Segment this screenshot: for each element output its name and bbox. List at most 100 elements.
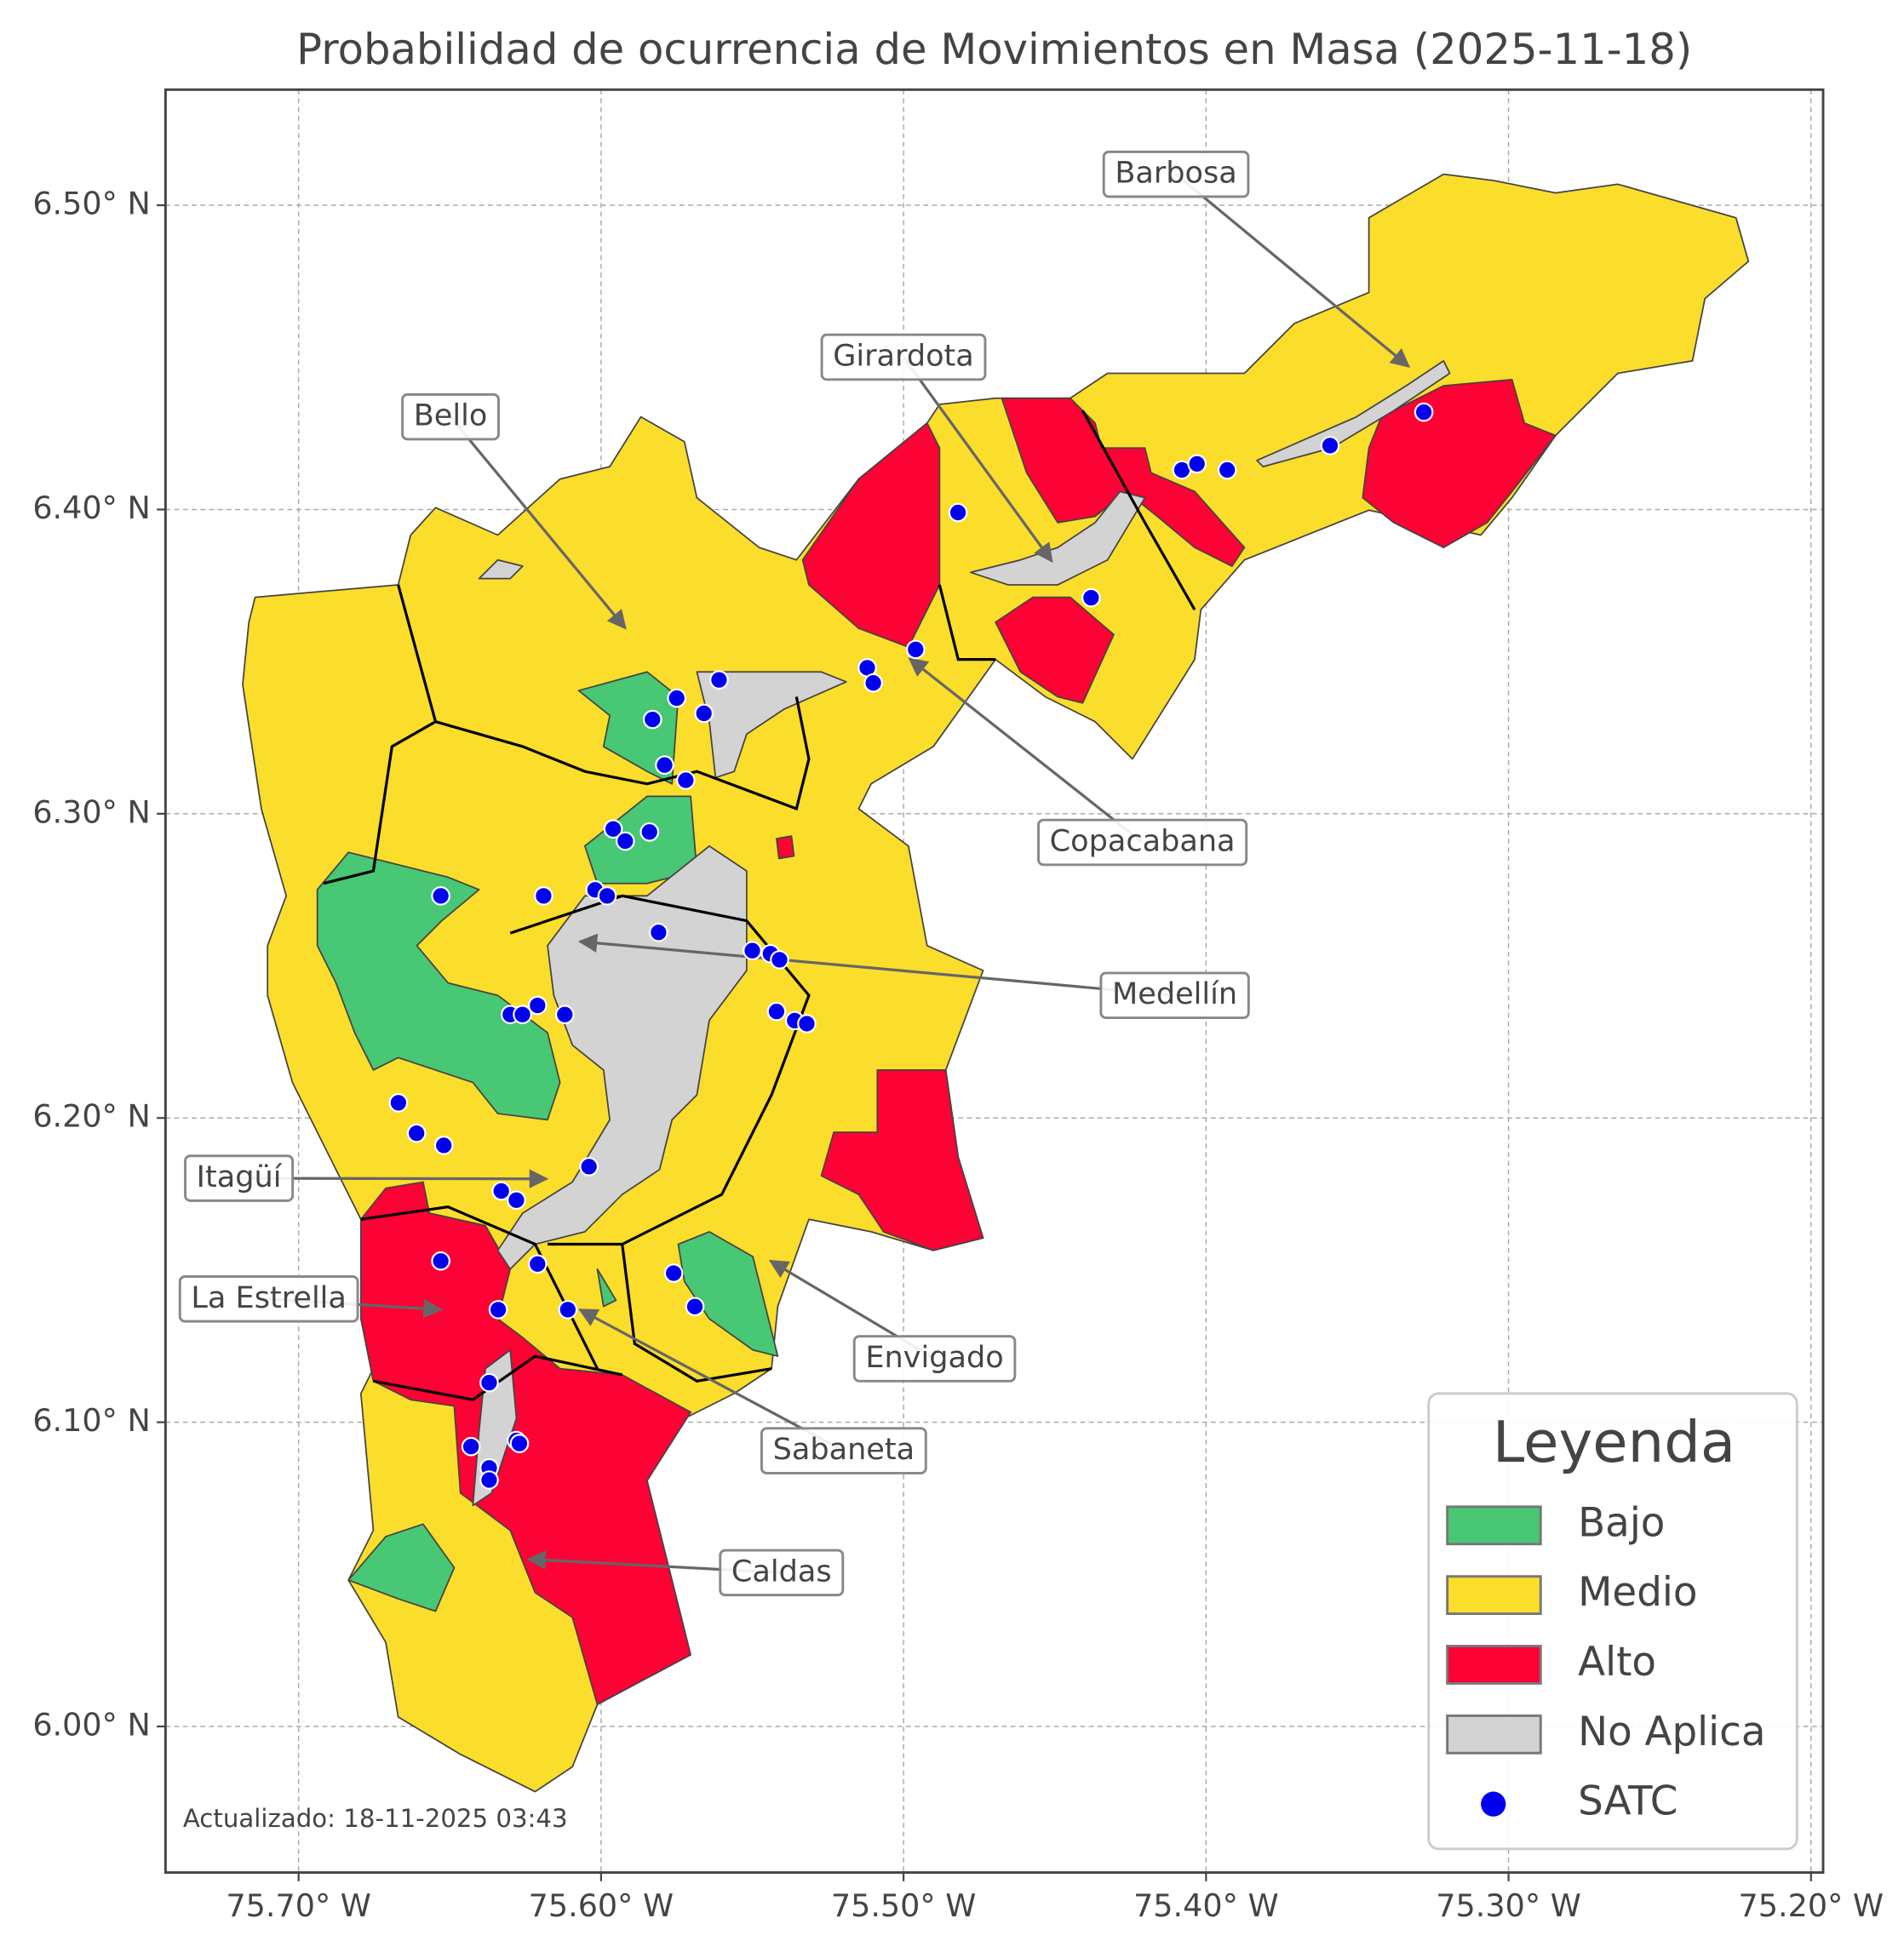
annotation-box [760,1427,927,1474]
legend-title: Leyenda [1493,1409,1735,1475]
satc-point [509,1434,530,1453]
zone-bajo [577,671,680,785]
satc-point [649,922,668,942]
satc-point [527,1254,548,1274]
municipal-boundary [360,1205,599,1370]
satc-point [491,1181,511,1201]
satc-point [639,822,660,842]
satc-points [388,402,1434,1490]
annotation-box [178,1275,359,1323]
legend-marker [1481,1791,1506,1817]
zone-alto [1362,378,1557,548]
legend-swatch [1446,1645,1542,1685]
annotation-box [1037,818,1248,867]
satc-point [663,1263,684,1283]
legend-label: No Aplica [1578,1709,1765,1755]
zone-bajo [677,1231,779,1357]
satc-point [579,1157,599,1177]
satc-point [1081,587,1101,608]
annotation-box [820,333,987,381]
satc-point [863,673,883,693]
legend-label: Bajo [1578,1500,1665,1546]
annotation-label: Medellín [1112,976,1237,1011]
annotation-arrow [577,933,1175,997]
ticks: 75.70° W 75.60° W 75.50° W 75.40° W 75.30° W… [32,186,1884,1924]
zone-no-aplica [1256,360,1451,467]
zone-bajo [347,1523,456,1612]
satc-point [906,639,926,660]
annotation-box [1102,150,1250,198]
satc-point [770,950,789,970]
annotation-box [401,392,500,441]
municipal-boundary [373,1354,623,1401]
annotation-arrow [902,356,1053,564]
satc-point [507,1190,526,1211]
satc-point [685,1297,705,1317]
legend-label: SATC [1578,1779,1677,1825]
municipal-boundary [509,894,811,1246]
annotation-label: Copacabana [1050,823,1236,858]
satc-point [488,1300,508,1320]
zone-no-aplica [478,558,524,580]
legend-label: Medio [1578,1570,1697,1616]
satc-point [676,770,696,790]
annotation-box [719,1549,845,1597]
satc-point [948,502,968,523]
satc-point [642,709,662,730]
satc-point [1187,454,1207,474]
annotation-label: Bello [414,398,488,433]
municipal-boundary [435,696,811,811]
map-title: Probabilidad de ocurrencia de Movimiento… [296,25,1692,74]
satc-point [431,886,450,906]
x-tick-label: 75.60° W [529,1887,674,1924]
annotation-label: Sabaneta [773,1432,915,1467]
x-tick-label: 75.50° W [831,1887,977,1924]
zone-no-aplica [696,671,847,779]
satc-point [388,1093,409,1113]
annotation-box [852,1335,1017,1383]
satc-point [603,819,623,839]
satc-point [527,995,548,1016]
legend-swatch [1446,1505,1542,1546]
y-tick-label: 6.20° N [32,1098,150,1135]
zone-alto [801,422,941,648]
zone-alto [820,1069,984,1251]
y-tick-label: 6.00° N [32,1707,150,1743]
satc-point [479,1372,499,1393]
y-tick-label: 6.10° N [32,1402,150,1439]
satc-point [597,886,617,906]
satc-point [615,831,635,851]
annotation-label: La Estrella [191,1280,347,1315]
y-tick-label: 6.50° N [32,186,150,222]
zones [242,173,1750,1793]
satc-point [1217,460,1237,480]
legend: Leyenda Bajo Medio Alto No Aplica SATC [1427,1392,1798,1851]
municipal-boundary [938,584,996,661]
satc-point [709,670,729,690]
x-tick-label: 75.30° W [1436,1887,1581,1924]
legend-label: Alto [1578,1640,1656,1686]
legend-swatch [1446,1714,1542,1755]
satc-point [766,1001,787,1022]
annotation-label: Envigado [865,1340,1003,1375]
satc-point [461,1436,481,1457]
satc-point [433,1136,454,1155]
satc-point [406,1123,427,1143]
zone-bajo [316,851,561,1121]
satc-point [1414,402,1434,422]
annotation-box [184,1154,295,1202]
annotation-arrow [449,415,627,630]
satc-point [431,1251,450,1271]
satc-point [479,1470,499,1490]
zone-bajo [596,1268,617,1308]
update-note: Actualizado: 18-11-2025 03:43 [183,1804,568,1833]
x-tick-label: 75.40° W [1133,1887,1279,1924]
satc-point [743,941,762,961]
annotation-arrow [908,657,1144,844]
annotation-arrow [1175,173,1411,368]
annotations: Barbosa Girardota Bello Copacabana Medellín I… [178,150,1411,1597]
annotation-label: Barbosa [1115,156,1236,191]
satc-point [694,703,714,724]
satc-point [534,886,553,906]
